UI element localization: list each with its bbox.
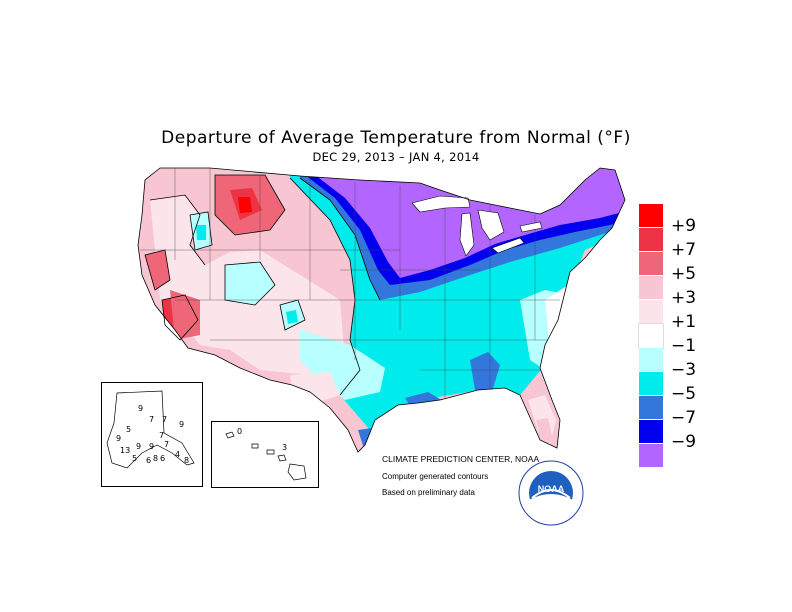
- alaska-contour-label: 4: [175, 450, 180, 459]
- noaa-seal-icon: NOAA: [518, 460, 584, 526]
- legend-label: +3: [671, 288, 697, 308]
- alaska-contour-label: 5: [126, 425, 131, 434]
- legend-swatch: [639, 444, 663, 468]
- legend-swatch: [639, 348, 663, 372]
- alaska-contour-label: 9: [138, 404, 143, 413]
- legend-label: +5: [671, 264, 697, 284]
- noaa-logo-text: NOAA: [538, 484, 565, 494]
- legend-swatch: [639, 420, 663, 444]
- hawaii-contour-label: 3: [282, 443, 287, 452]
- map-subtitle: DEC 29, 2013 – JAN 4, 2014: [312, 150, 480, 164]
- legend-swatch: [639, 396, 663, 420]
- legend-swatch: [639, 372, 663, 396]
- alaska-contour-label: 5: [132, 454, 137, 463]
- legend-label: −7: [671, 408, 697, 428]
- alaska-contour-label: 13: [120, 446, 130, 455]
- alaska-contour-label: 8: [184, 456, 189, 465]
- zone-minus3-plains: [300, 330, 385, 400]
- zone-minus7-alabama: [470, 352, 500, 392]
- legend-swatch: [639, 204, 663, 228]
- legend-label: +1: [671, 312, 697, 332]
- map-title: Departure of Average Temperature from No…: [161, 128, 631, 148]
- lake-ontario: [519, 221, 543, 233]
- legend-swatch: [639, 300, 663, 324]
- credit-preliminary: Based on preliminary data: [382, 488, 475, 497]
- zone-plus5-nevada: [170, 290, 200, 340]
- alaska-contour-label: 6: [160, 454, 165, 463]
- legend-label: +9: [671, 216, 697, 236]
- legend-label: −1: [671, 336, 697, 356]
- zone-plus5-california: [145, 250, 170, 290]
- lake-huron: [477, 209, 505, 241]
- lake-erie: [491, 237, 525, 254]
- zone-minus5-utah: [286, 310, 298, 324]
- alaska-contour-label: 9: [149, 442, 154, 451]
- lake-superior: [411, 195, 471, 213]
- legend-label: −9: [671, 432, 697, 452]
- credit-agency: CLIMATE PREDICTION CENTER, NOAA: [382, 454, 540, 464]
- legend-label: −3: [671, 360, 697, 380]
- alaska-contour-label: 9: [136, 442, 141, 451]
- zone-minus5-idaho: [196, 225, 206, 240]
- alaska-contour-label: 7: [164, 440, 169, 449]
- alaska-contour-label: 7: [159, 431, 164, 440]
- alaska-inset: 9 9 7 7 5 7 9 9 13 9 7 4 6 8 6 8 5: [101, 382, 203, 487]
- hawaii-contour-label: 0: [237, 427, 242, 436]
- legend-label: −5: [671, 384, 697, 404]
- alaska-contour-label: 7: [162, 415, 167, 424]
- zone-plus9-montana: [238, 197, 252, 213]
- legend-swatch: [639, 252, 663, 276]
- legend-swatch: [639, 276, 663, 300]
- alaska-contour-label: 9: [179, 420, 184, 429]
- alaska-contour-label: 9: [116, 434, 121, 443]
- lake-michigan: [459, 212, 475, 257]
- credit-contours: Computer generated contours: [382, 472, 489, 481]
- legend-label: +7: [671, 240, 697, 260]
- alaska-contour-label: 7: [149, 415, 154, 424]
- zone-plus3-florida: [536, 418, 553, 446]
- legend-swatch: [639, 228, 663, 252]
- alaska-contour-label: 8: [153, 454, 158, 463]
- zone-minus3-wyoming: [225, 262, 275, 305]
- alaska-contour-label: 6: [146, 456, 151, 465]
- legend-swatch: [638, 323, 664, 349]
